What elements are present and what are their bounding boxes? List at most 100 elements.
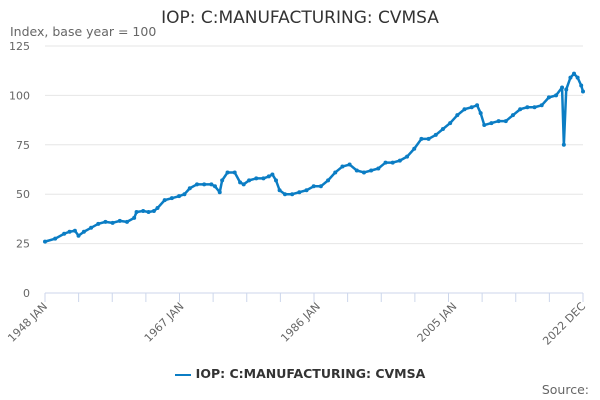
data-point xyxy=(426,136,431,141)
source-label: Source: xyxy=(541,382,589,397)
x-tick-label: 2022 DEC xyxy=(540,300,588,348)
data-point xyxy=(554,93,559,98)
data-point xyxy=(195,182,200,187)
data-point xyxy=(397,158,402,163)
data-point xyxy=(67,229,72,234)
data-point xyxy=(76,233,81,238)
x-tick-label: 1986 JAN xyxy=(278,300,323,345)
data-point xyxy=(433,132,438,137)
legend-label: IOP: C:MANUFACTURING: CVMSA xyxy=(195,366,426,381)
data-point xyxy=(311,184,316,189)
data-point xyxy=(53,236,58,241)
data-point xyxy=(132,215,137,220)
data-point xyxy=(103,219,108,224)
y-tick-label: 125 xyxy=(9,40,30,53)
data-point xyxy=(202,182,207,187)
y-tick-label: 0 xyxy=(23,287,30,300)
data-point xyxy=(448,121,453,126)
data-point xyxy=(326,178,331,183)
data-point xyxy=(124,219,129,224)
data-point xyxy=(354,168,359,173)
data-point xyxy=(232,170,237,175)
data-point xyxy=(89,225,94,230)
data-point xyxy=(162,198,167,203)
data-point xyxy=(141,208,146,213)
data-point xyxy=(525,105,530,110)
data-point xyxy=(217,190,222,195)
data-point xyxy=(390,160,395,165)
data-point xyxy=(318,184,323,189)
data-point xyxy=(96,221,101,226)
data-point xyxy=(117,218,122,223)
data-point xyxy=(539,103,544,108)
y-tick-label: 50 xyxy=(16,188,30,201)
data-point xyxy=(496,119,501,124)
data-point xyxy=(290,192,295,197)
data-point xyxy=(282,192,287,197)
data-point xyxy=(440,126,445,131)
data-point xyxy=(579,83,584,88)
x-tick-label: 1948 JAN xyxy=(5,300,50,345)
data-point xyxy=(462,107,467,112)
x-tick-label: 2005 JAN xyxy=(415,300,460,345)
data-point xyxy=(333,170,338,175)
data-point xyxy=(361,170,366,175)
data-point xyxy=(347,162,352,167)
data-point xyxy=(43,239,47,244)
data-point xyxy=(297,190,302,195)
data-point xyxy=(81,229,86,234)
legend-item[interactable]: IOP: C:MANUFACTURING: CVMSA xyxy=(0,366,600,381)
data-point xyxy=(177,194,182,199)
data-point xyxy=(247,178,252,183)
data-point xyxy=(270,172,275,177)
data-point xyxy=(575,75,580,80)
legend-swatch xyxy=(174,373,191,376)
data-point xyxy=(134,209,139,214)
data-point xyxy=(518,107,523,112)
data-point xyxy=(273,178,278,183)
data-point xyxy=(475,103,480,108)
data-point xyxy=(182,192,187,197)
y-axis-label: Index, base year = 100 xyxy=(10,24,157,39)
data-point xyxy=(304,188,309,193)
data-point xyxy=(376,166,381,171)
data-point xyxy=(340,164,345,169)
data-point xyxy=(209,182,214,187)
data-point xyxy=(238,180,243,185)
data-point xyxy=(225,170,230,175)
y-tick-label: 100 xyxy=(9,89,30,102)
data-point xyxy=(560,85,565,90)
data-point xyxy=(155,206,160,211)
data-point xyxy=(561,142,566,147)
data-point xyxy=(187,186,192,191)
data-point xyxy=(478,111,483,116)
data-point xyxy=(412,146,417,151)
data-point xyxy=(169,196,174,201)
data-point xyxy=(277,188,282,193)
y-tick-label: 75 xyxy=(16,139,30,152)
data-point xyxy=(110,220,115,225)
data-point xyxy=(72,228,77,233)
data-point xyxy=(405,154,410,159)
data-point xyxy=(369,168,374,173)
chart-title: IOP: C:MANUFACTURING: CVMSA xyxy=(161,8,439,28)
data-point xyxy=(254,176,259,181)
data-point xyxy=(489,121,494,126)
data-point xyxy=(546,95,551,100)
data-point xyxy=(62,231,67,236)
data-point xyxy=(220,178,225,183)
x-tick-label: 1967 JAN xyxy=(142,300,187,345)
data-point xyxy=(261,176,266,181)
series-line xyxy=(44,72,585,243)
data-point xyxy=(455,113,460,118)
data-point xyxy=(212,184,217,189)
data-point xyxy=(482,123,487,128)
data-point xyxy=(151,208,156,213)
data-point xyxy=(146,209,151,214)
data-point xyxy=(419,136,424,141)
data-point xyxy=(241,182,246,187)
data-point xyxy=(568,75,573,80)
data-point xyxy=(383,160,388,165)
